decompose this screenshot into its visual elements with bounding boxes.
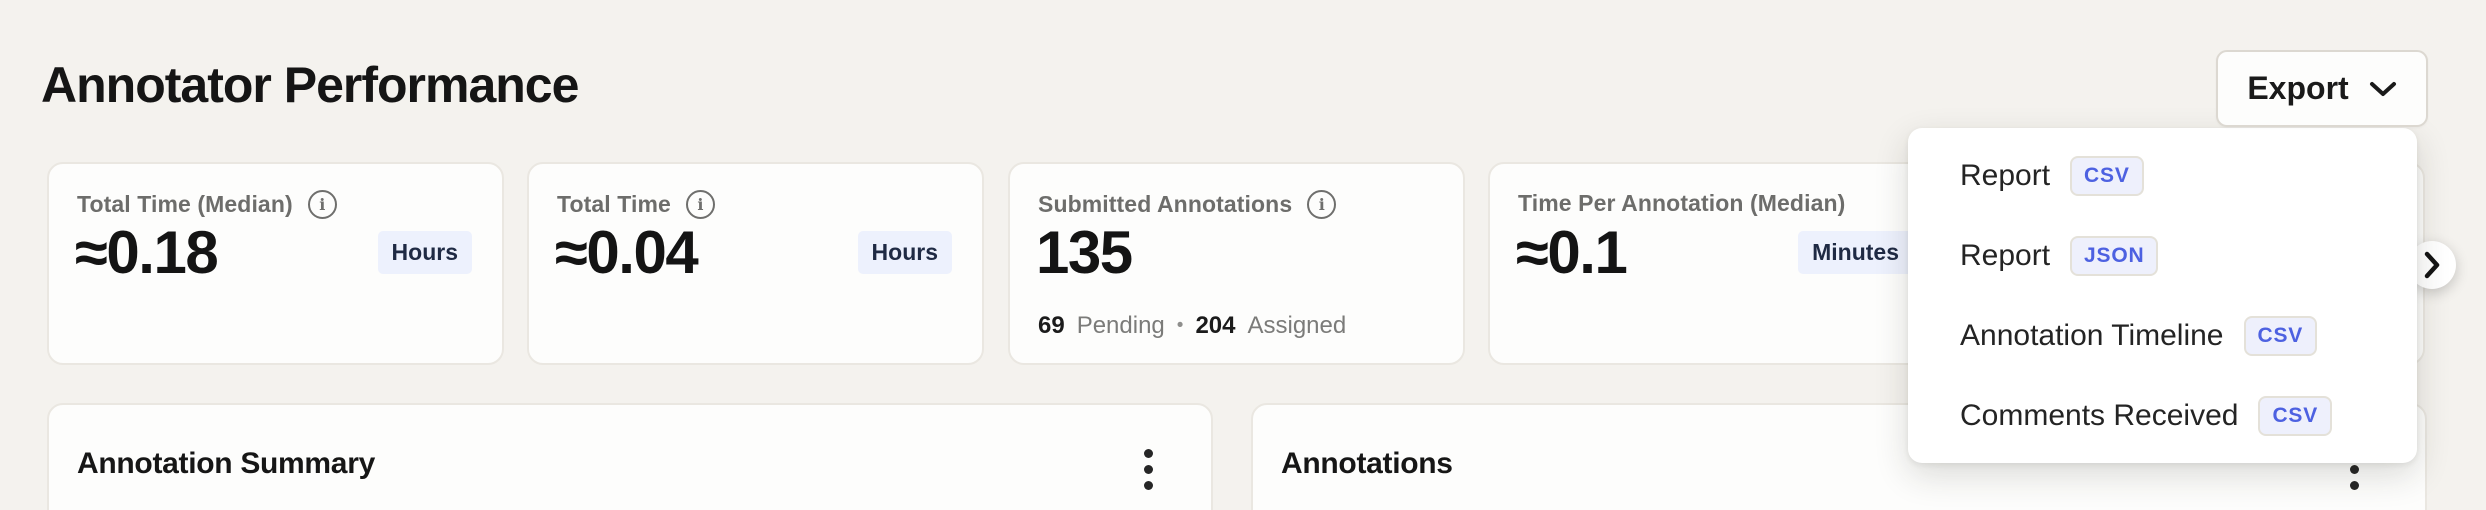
stat-label: Submitted Annotations: [1038, 191, 1293, 217]
stat-value: ≈0.18: [75, 219, 219, 286]
stat-label: Total Time: [557, 191, 671, 217]
format-badge: CSV: [2243, 316, 2318, 356]
stat-value: ≈0.1: [1516, 219, 1628, 286]
annotation-summary-panel: Annotation Summary: [47, 403, 1213, 510]
assigned-label: Assigned: [1247, 312, 1347, 339]
menu-item-label: Report: [1960, 239, 2051, 272]
stat-card-submitted-annotations: Submitted Annotations i 135 69 Pending •…: [1008, 162, 1465, 365]
stat-card-time-per-annotation: Time Per Annotation (Median) ≈0.1 Minute…: [1488, 162, 1945, 365]
export-button-label: Export: [2247, 70, 2349, 106]
menu-item-label: Annotation Timeline: [1960, 319, 2224, 352]
export-dropdown-menu: Report CSV Report JSON Annotation Timeli…: [1908, 128, 2417, 463]
panel-title: Annotations: [1281, 447, 1453, 480]
menu-item-report-json[interactable]: Report JSON: [1908, 216, 2417, 296]
unit-badge: Hours: [857, 231, 952, 274]
dot-separator: •: [1176, 315, 1184, 336]
pending-count: 69: [1038, 312, 1065, 339]
format-badge: JSON: [2070, 236, 2159, 276]
assigned-count: 204: [1195, 312, 1236, 339]
stat-value: 135: [1036, 219, 1133, 286]
menu-item-label: Report: [1960, 159, 2051, 192]
info-icon[interactable]: i: [1307, 190, 1337, 219]
menu-item-comments-received-csv[interactable]: Comments Received CSV: [1908, 376, 2417, 456]
format-badge: CSV: [2070, 156, 2144, 196]
chevron-right-icon: [2423, 251, 2441, 279]
panel-title: Annotation Summary: [77, 447, 375, 480]
menu-item-label: Comments Received: [1960, 399, 2239, 432]
stat-sub-line: 69 Pending • 204 Assigned: [1038, 312, 1346, 340]
info-icon[interactable]: i: [685, 190, 715, 219]
stat-label: Total Time (Median): [77, 191, 293, 217]
stat-label: Time Per Annotation (Median): [1518, 190, 1846, 216]
chevron-down-icon: [2369, 80, 2397, 98]
unit-badge: Hours: [377, 231, 472, 274]
info-icon[interactable]: i: [307, 190, 337, 219]
unit-badge: Minutes: [1798, 231, 1913, 274]
kebab-menu-icon[interactable]: [1138, 443, 1159, 496]
stat-card-total-time: Total Time i ≈0.04 Hours: [527, 162, 984, 365]
stat-value: ≈0.04: [555, 219, 699, 286]
page-title: Annotator Performance: [41, 57, 579, 113]
menu-item-report-csv[interactable]: Report CSV: [1908, 136, 2417, 216]
menu-item-annotation-timeline-csv[interactable]: Annotation Timeline CSV: [1908, 296, 2417, 376]
stat-card-total-time-median: Total Time (Median) i ≈0.18 Hours: [47, 162, 504, 365]
pending-label: Pending: [1076, 312, 1165, 339]
export-button[interactable]: Export: [2216, 50, 2428, 127]
format-badge: CSV: [2258, 396, 2333, 436]
